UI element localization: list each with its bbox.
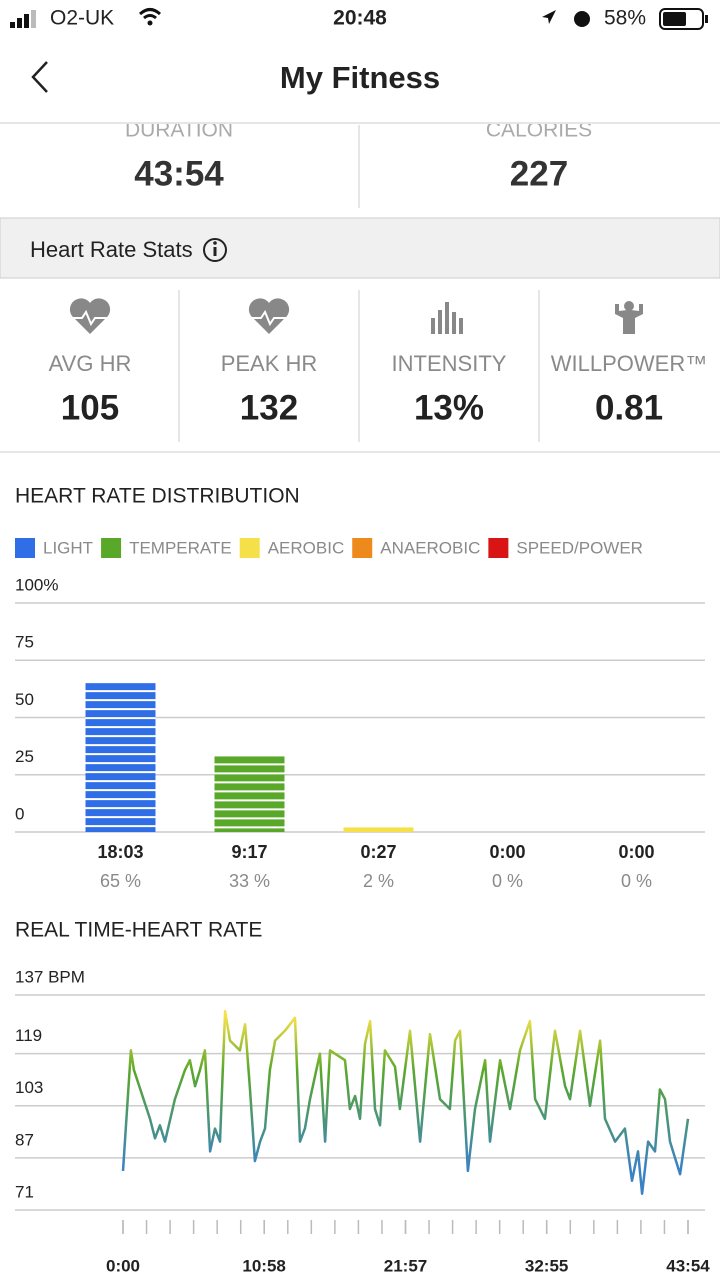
battery-level: 58% [604,7,646,30]
stat-icons [69,298,643,334]
stat-value: 0.81 [595,388,663,427]
battery [659,8,704,30]
stat-value: 105 [61,388,119,427]
stat-label: AVG HR [49,351,132,376]
y-tick-label: 25 [15,747,34,766]
wifi-dot [147,20,153,26]
clock: 20:48 [333,7,387,30]
x-tick-label: 9:17 [231,842,267,862]
heart-rate-line [121,1010,690,1195]
y-tick-label: 50 [15,690,34,709]
x-tick-label: 32:55 [525,1256,568,1275]
heart-icon [69,298,111,334]
summary-label: CALORIES [486,119,592,142]
legend-swatch [352,538,373,558]
carrier: O2-UK [50,7,114,30]
chart-title: HEART RATE DISTRIBUTION [15,485,300,508]
legend-label: AEROBIC [268,538,345,557]
alarm-icon [574,11,590,27]
y-tick-label: 100% [15,575,58,594]
y-tick-label: 75 [15,633,34,652]
page-title: My Fitness [280,60,440,95]
info-glyph [213,247,217,256]
stat-label: WILLPOWER™ [551,351,707,376]
x-tick-label: 43:54 [666,1256,710,1275]
y-tick-label: 137 BPM [15,967,85,986]
summary-value: 227 [510,154,568,193]
legend-swatch [15,538,35,558]
stat-label: INTENSITY [392,351,507,376]
stat-value: 132 [240,388,298,427]
bar [343,827,414,832]
stat-label: PEAK HR [221,351,318,376]
value-label: 0 % [492,871,523,891]
value-label: 0 % [621,871,652,891]
heart-icon [248,298,290,334]
chart-title: REAL TIME-HEART RATE [15,919,262,942]
legend-swatch [239,538,260,558]
info-button[interactable] [203,238,227,262]
x-tick-label: 0:00 [489,842,525,862]
y-tick-label: 71 [15,1182,34,1201]
summary-value: 43:54 [134,154,224,193]
x-tick-label: 10:58 [242,1256,285,1275]
y-tick-label: 103 [15,1078,43,1097]
signal [10,10,36,28]
stat-dividers [0,290,720,453]
summary-labels: DURATION CALORIES [125,119,592,142]
section-title: Heart Rate Stats [30,237,193,262]
x-tick-label: 0:27 [360,842,396,862]
x-tick-label: 0:00 [106,1256,140,1275]
value-label: 33 % [229,871,270,891]
summary-label: DURATION [125,119,233,142]
battery-tip [705,15,708,23]
legend-label: LIGHT [43,538,93,557]
battery-fill [663,12,686,26]
legend-label: SPEED/POWER [516,538,643,557]
legend-label: ANAEROBIC [380,538,480,557]
y-tick-label: 87 [15,1130,34,1149]
legend-label: TEMPERATE [129,538,232,557]
pulse [72,309,286,327]
value-label: 65 % [100,871,141,891]
stat-value: 13% [414,388,484,427]
info-glyph [213,241,217,245]
x-tick-label: 18:03 [97,842,143,862]
value-label: 2 % [363,871,394,891]
legend-swatch [488,538,509,558]
y-tick-label: 0 [15,804,24,823]
y-tick-label: 119 [15,1026,42,1045]
x-tick-label: 21:57 [384,1256,427,1275]
wifi [138,8,162,20]
x-tick-label: 0:00 [618,842,654,862]
section-band [0,217,720,279]
back-button[interactable] [31,61,48,93]
location-icon [542,10,556,24]
bar [214,756,285,832]
bar [85,683,156,832]
legend-swatch [101,538,122,558]
